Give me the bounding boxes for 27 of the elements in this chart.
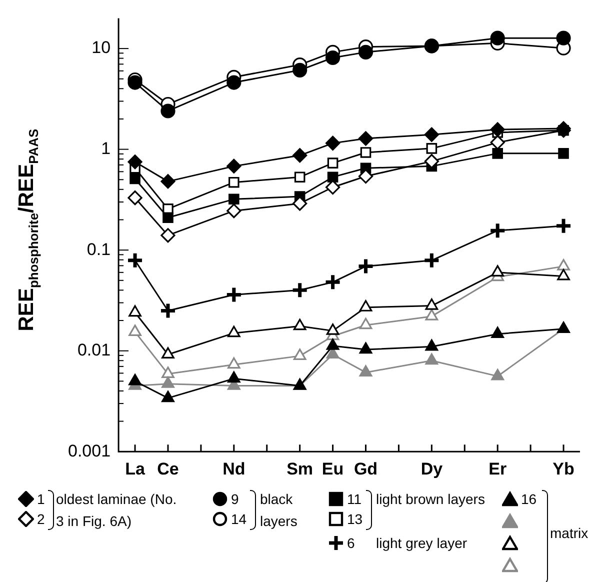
legend-label: 6 — [347, 535, 355, 551]
text: light grey layer — [376, 535, 468, 551]
x-tick-label: Ce — [157, 459, 179, 478]
legend-label: 11 — [347, 491, 362, 507]
y-tick-label: 0.1 — [86, 240, 111, 259]
x-tick-label: Gd — [354, 459, 378, 478]
x-tick-label: Yb — [552, 459, 574, 478]
text: black layers — [260, 490, 298, 531]
x-tick-label: Nd — [222, 459, 246, 478]
text: matrix — [550, 524, 590, 543]
legend-label: 2 — [37, 511, 45, 527]
legend-label: 1 — [37, 491, 45, 507]
y-tick-label: 0.001 — [68, 441, 111, 460]
legend-label: 14 — [231, 511, 247, 527]
x-tick-label: La — [125, 459, 146, 478]
y-tick-label: 0.01 — [77, 340, 111, 360]
legend-label: 13 — [347, 511, 363, 527]
x-tick-label: Er — [488, 459, 507, 478]
x-tick-label: Sm — [286, 459, 314, 478]
legend-label: 16 — [521, 491, 537, 507]
x-tick-label: Eu — [322, 459, 344, 478]
x-tick-label: Dy — [420, 459, 444, 478]
y-tick-label: 10 — [92, 38, 111, 58]
legend-label: 9 — [231, 491, 239, 507]
text: light brown layers — [376, 490, 486, 509]
y-tick-label: 1 — [101, 138, 111, 158]
text: oldest laminae (No. 3 in Fig. 6A) — [56, 490, 178, 531]
